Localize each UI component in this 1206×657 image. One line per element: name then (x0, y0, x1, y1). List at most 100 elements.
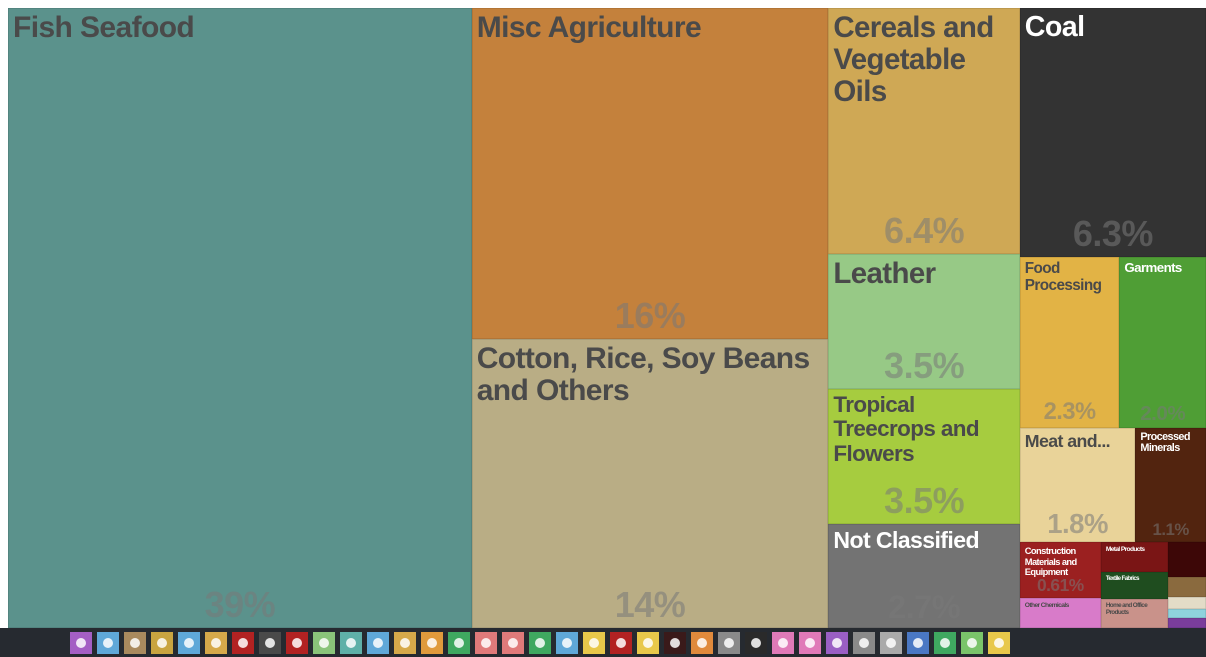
value-label: 16% (614, 294, 686, 336)
icon-glyph (859, 638, 869, 648)
category-icon (961, 632, 983, 654)
icon-glyph (481, 638, 491, 648)
icon-glyph (292, 638, 302, 648)
icon-glyph (454, 638, 464, 648)
category-icon (448, 632, 470, 654)
value-label: 6.3% (1072, 213, 1154, 255)
icon-glyph (994, 638, 1004, 648)
tile-label: Leather (833, 257, 936, 291)
icon-glyph (184, 638, 194, 648)
tile (1168, 608, 1206, 619)
icon-glyph (103, 638, 113, 648)
category-icon (259, 632, 281, 654)
icon-glyph (616, 638, 626, 648)
icon-glyph (400, 638, 410, 648)
icon-glyph (373, 638, 383, 648)
tile-label: Cereals and Vegetable Oils (833, 11, 994, 108)
tile-label: Cotton, Rice, Soy Beans and Others (476, 341, 811, 408)
category-icon (97, 632, 119, 654)
icon-glyph (130, 638, 140, 648)
category-icon (556, 632, 578, 654)
category-icon (880, 632, 902, 654)
value-label: 1.8% (1047, 508, 1108, 540)
category-icon (799, 632, 821, 654)
tile: Tropical Treecrops and Flowers 3.5% (828, 389, 1020, 525)
tile: Garments 2.0% (1119, 257, 1206, 428)
value-label: 2.3% (1043, 398, 1097, 425)
tile (1168, 542, 1206, 578)
tile-label: Fish Seafood (13, 11, 195, 44)
icon-glyph (643, 638, 653, 648)
tile: Food Processing 2.3% (1019, 257, 1120, 428)
icon-glyph (238, 638, 248, 648)
tile-label: Tropical Treecrops and Flowers (833, 392, 979, 466)
icon-glyph (589, 638, 599, 648)
category-icon (340, 632, 362, 654)
tile: Misc Agriculture 16% (471, 8, 829, 339)
tile-label: Garments (1124, 260, 1182, 276)
category-icon (70, 632, 92, 654)
icon-glyph (508, 638, 518, 648)
tile: Coal 6.3% (1019, 8, 1206, 258)
tile-label: Other Chemicals (1024, 601, 1070, 609)
tile-label: Metal Products (1105, 546, 1145, 554)
value-label: 39% (204, 584, 276, 625)
icon-glyph (346, 638, 356, 648)
tile (1168, 596, 1206, 609)
category-icon (637, 632, 659, 654)
category-icon (205, 632, 227, 654)
icon-glyph (805, 638, 815, 648)
category-icon (313, 632, 335, 654)
category-icon (232, 632, 254, 654)
tile: Not Classified 2.7% (828, 524, 1020, 628)
category-icon (583, 632, 605, 654)
category-icon-bar (0, 628, 1206, 657)
tile: Leather 3.5% (828, 254, 1020, 390)
value-label: 1.1% (1152, 520, 1190, 540)
category-icon (286, 632, 308, 654)
tile (1168, 577, 1206, 597)
tile-label: Textile Fabrics (1105, 575, 1140, 583)
icon-glyph (724, 638, 734, 648)
icon-glyph (157, 638, 167, 648)
tile-label: Coal (1024, 11, 1085, 43)
tile: Home and Office Products (1100, 599, 1169, 628)
category-icon (529, 632, 551, 654)
value-label: 2.0% (1140, 401, 1186, 425)
category-icon (988, 632, 1010, 654)
tile-label: Home and Office Products (1105, 602, 1148, 617)
value-label: 14% (614, 583, 686, 625)
category-icon (826, 632, 848, 654)
category-icon (664, 632, 686, 654)
category-icon (421, 632, 443, 654)
icon-glyph (562, 638, 572, 648)
category-icon (853, 632, 875, 654)
tile: Metal Products (1100, 542, 1169, 573)
category-icon (475, 632, 497, 654)
icon-glyph (751, 638, 761, 648)
tile-label: Not Classified (833, 527, 979, 554)
category-icon (934, 632, 956, 654)
icon-glyph (265, 638, 275, 648)
tile: Textile Fabrics (1100, 572, 1169, 600)
category-icon (394, 632, 416, 654)
category-icon (178, 632, 200, 654)
icon-glyph (670, 638, 680, 648)
icon-glyph (211, 638, 221, 648)
value-label: 2.7% (888, 588, 961, 625)
tile-label: Processed Minerals (1140, 430, 1190, 455)
icon-glyph (697, 638, 707, 648)
value-label: 3.5% (884, 345, 965, 387)
value-label: 0.61% (1036, 574, 1084, 595)
icon-glyph (886, 638, 896, 648)
value-label: 3.5% (884, 480, 965, 522)
category-icon (367, 632, 389, 654)
icon-glyph (967, 638, 977, 648)
icon-glyph (319, 638, 329, 648)
tile-label: Misc Agriculture (476, 11, 702, 44)
icon-glyph (427, 638, 437, 648)
icon-glyph (76, 638, 86, 648)
category-icon (691, 632, 713, 654)
tile (1168, 618, 1206, 628)
